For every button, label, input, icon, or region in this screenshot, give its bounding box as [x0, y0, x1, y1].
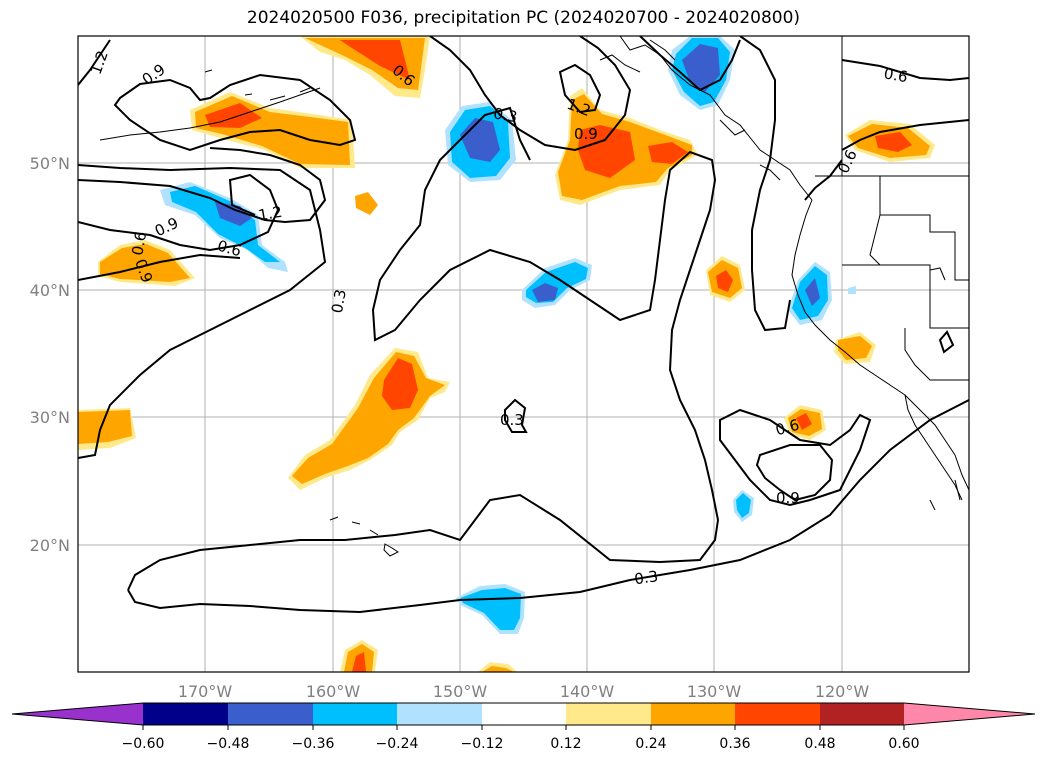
map-panel — [78, 36, 969, 672]
colorbar-tick-label: 0.48 — [804, 736, 835, 752]
map-frame — [77, 35, 970, 673]
lon-label-160w: 160°W — [306, 682, 361, 701]
colorbar-segment — [143, 703, 228, 725]
colorbar-extend-high — [904, 703, 1035, 725]
contour-label: 0.3 — [328, 288, 350, 315]
contour-label: 0.6 — [215, 237, 243, 261]
colorbar-segment — [651, 703, 735, 725]
colorbar-tick-label: −0.12 — [461, 736, 504, 752]
contour-label: 0.3 — [492, 104, 519, 126]
lat-label-30n: 30°N — [30, 408, 70, 427]
contour-label: 1.2 — [257, 203, 284, 225]
colorbar-tick-label: −0.36 — [292, 736, 335, 752]
colorbar-segment — [735, 703, 820, 725]
colorbar-tick-label: 0.24 — [635, 736, 666, 752]
colorbar-tick-label: 0.60 — [888, 736, 919, 752]
contour-label: 0.6 — [882, 64, 909, 86]
lon-label-130w: 130°W — [687, 682, 742, 701]
contour-label: 0.3 — [500, 411, 524, 429]
alaska-coast — [619, 36, 813, 201]
contour-label: 0.9 — [776, 489, 800, 507]
contour-lines — [78, 36, 969, 614]
colorbar-segment — [566, 703, 651, 725]
colorbar-tick-label: −0.60 — [122, 736, 165, 752]
lon-labels: 170°W 160°W 150°W 140°W 130°W 120°W — [178, 682, 870, 701]
colorbar-tick-label: −0.48 — [207, 736, 250, 752]
contour-label: 0.3 — [633, 567, 659, 588]
colorbar-segment — [397, 703, 482, 725]
colorbar-tick-label: 0.12 — [550, 736, 581, 752]
contour-label: 0.6 — [774, 416, 802, 440]
colorbar-segment — [228, 703, 313, 725]
lat-labels: 50°N 40°N 30°N 20°N — [30, 154, 70, 555]
aleutians — [99, 87, 321, 141]
contour-0.3 — [78, 164, 327, 459]
contour-label: 0.6 — [128, 230, 150, 257]
colorbar: −0.60 −0.48 −0.36 −0.24 −0.12 0.12 0.24 … — [11, 702, 1036, 752]
lon-label-120w: 120°W — [815, 682, 870, 701]
contour-label: 0.9 — [574, 125, 598, 143]
lon-label-140w: 140°W — [560, 682, 615, 701]
lat-label-20n: 20°N — [30, 536, 70, 555]
colorbar-segment — [313, 703, 397, 725]
coastlines — [99, 36, 969, 557]
colorbar-segment — [482, 703, 566, 725]
hawaii — [329, 516, 399, 557]
colorbar-segment — [820, 703, 904, 725]
precip-shading — [78, 36, 935, 672]
lat-label-40n: 40°N — [30, 281, 70, 300]
lat-label-50n: 50°N — [30, 154, 70, 173]
lon-label-170w: 170°W — [178, 682, 233, 701]
map-title: 2024020500 F036, precipitation PC (20240… — [246, 8, 801, 28]
colorbar-tick-label: −0.24 — [376, 736, 419, 752]
colorbar-tick-label: 0.36 — [719, 736, 750, 752]
colorbar-extend-low — [12, 703, 143, 725]
lon-label-150w: 150°W — [433, 682, 488, 701]
